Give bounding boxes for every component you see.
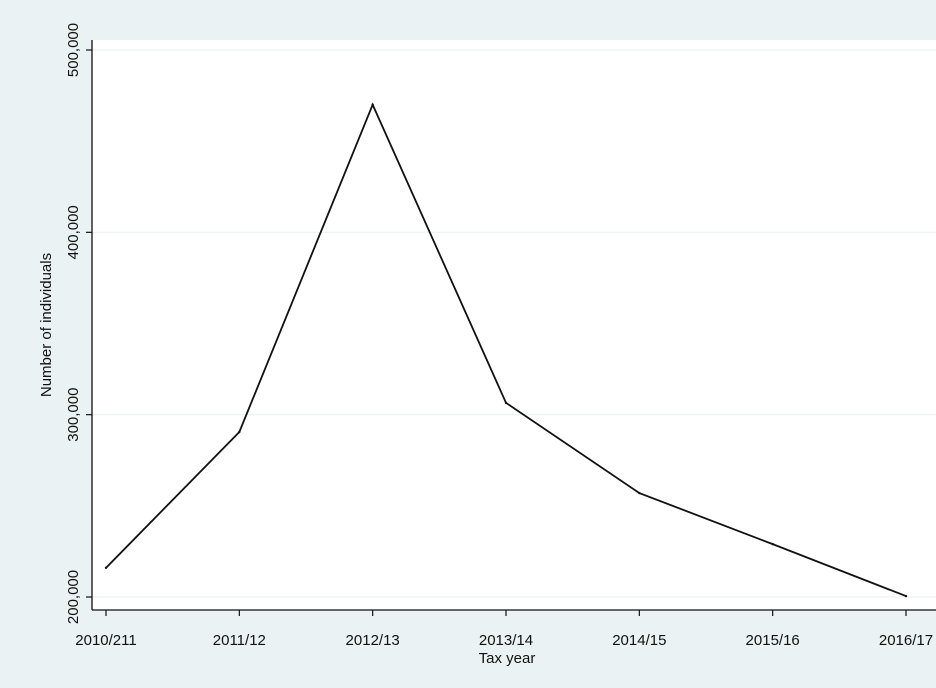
x-axis-ticks: 2010/211 2011/12 2012/13 2013/14 2014/15 2015… — [75, 610, 933, 649]
x-tick-label: 2011/12 — [213, 632, 266, 649]
x-axis-title: Tax year — [479, 650, 536, 667]
data-point — [771, 542, 774, 546]
data-point — [638, 491, 641, 495]
data-point — [104, 566, 108, 570]
data-point — [371, 103, 374, 106]
x-tick-label: 2016/17 — [879, 632, 933, 649]
x-tick-label: 2015/16 — [746, 632, 800, 649]
y-tick-label: 500,000 — [65, 23, 82, 77]
data-point — [238, 430, 241, 434]
x-tick-label: 2012/13 — [346, 632, 400, 649]
y-axis-ticks: 200,000 300,000 400,000 500,000 — [65, 23, 92, 624]
gridlines — [92, 49, 936, 598]
data-point — [904, 594, 908, 598]
data-point — [504, 401, 508, 405]
plot-area — [92, 40, 936, 610]
y-tick-label: 400,000 — [65, 205, 82, 259]
y-tick-label: 300,000 — [65, 388, 82, 442]
x-tick-label: 2013/14 — [479, 632, 533, 649]
y-tick-label: 200,000 — [65, 570, 82, 624]
y-axis-title: Number of individuals — [38, 253, 55, 397]
series-group — [104, 102, 908, 598]
x-tick-label: 2014/15 — [612, 632, 666, 649]
x-tick-label: 2010/211 — [75, 632, 136, 649]
